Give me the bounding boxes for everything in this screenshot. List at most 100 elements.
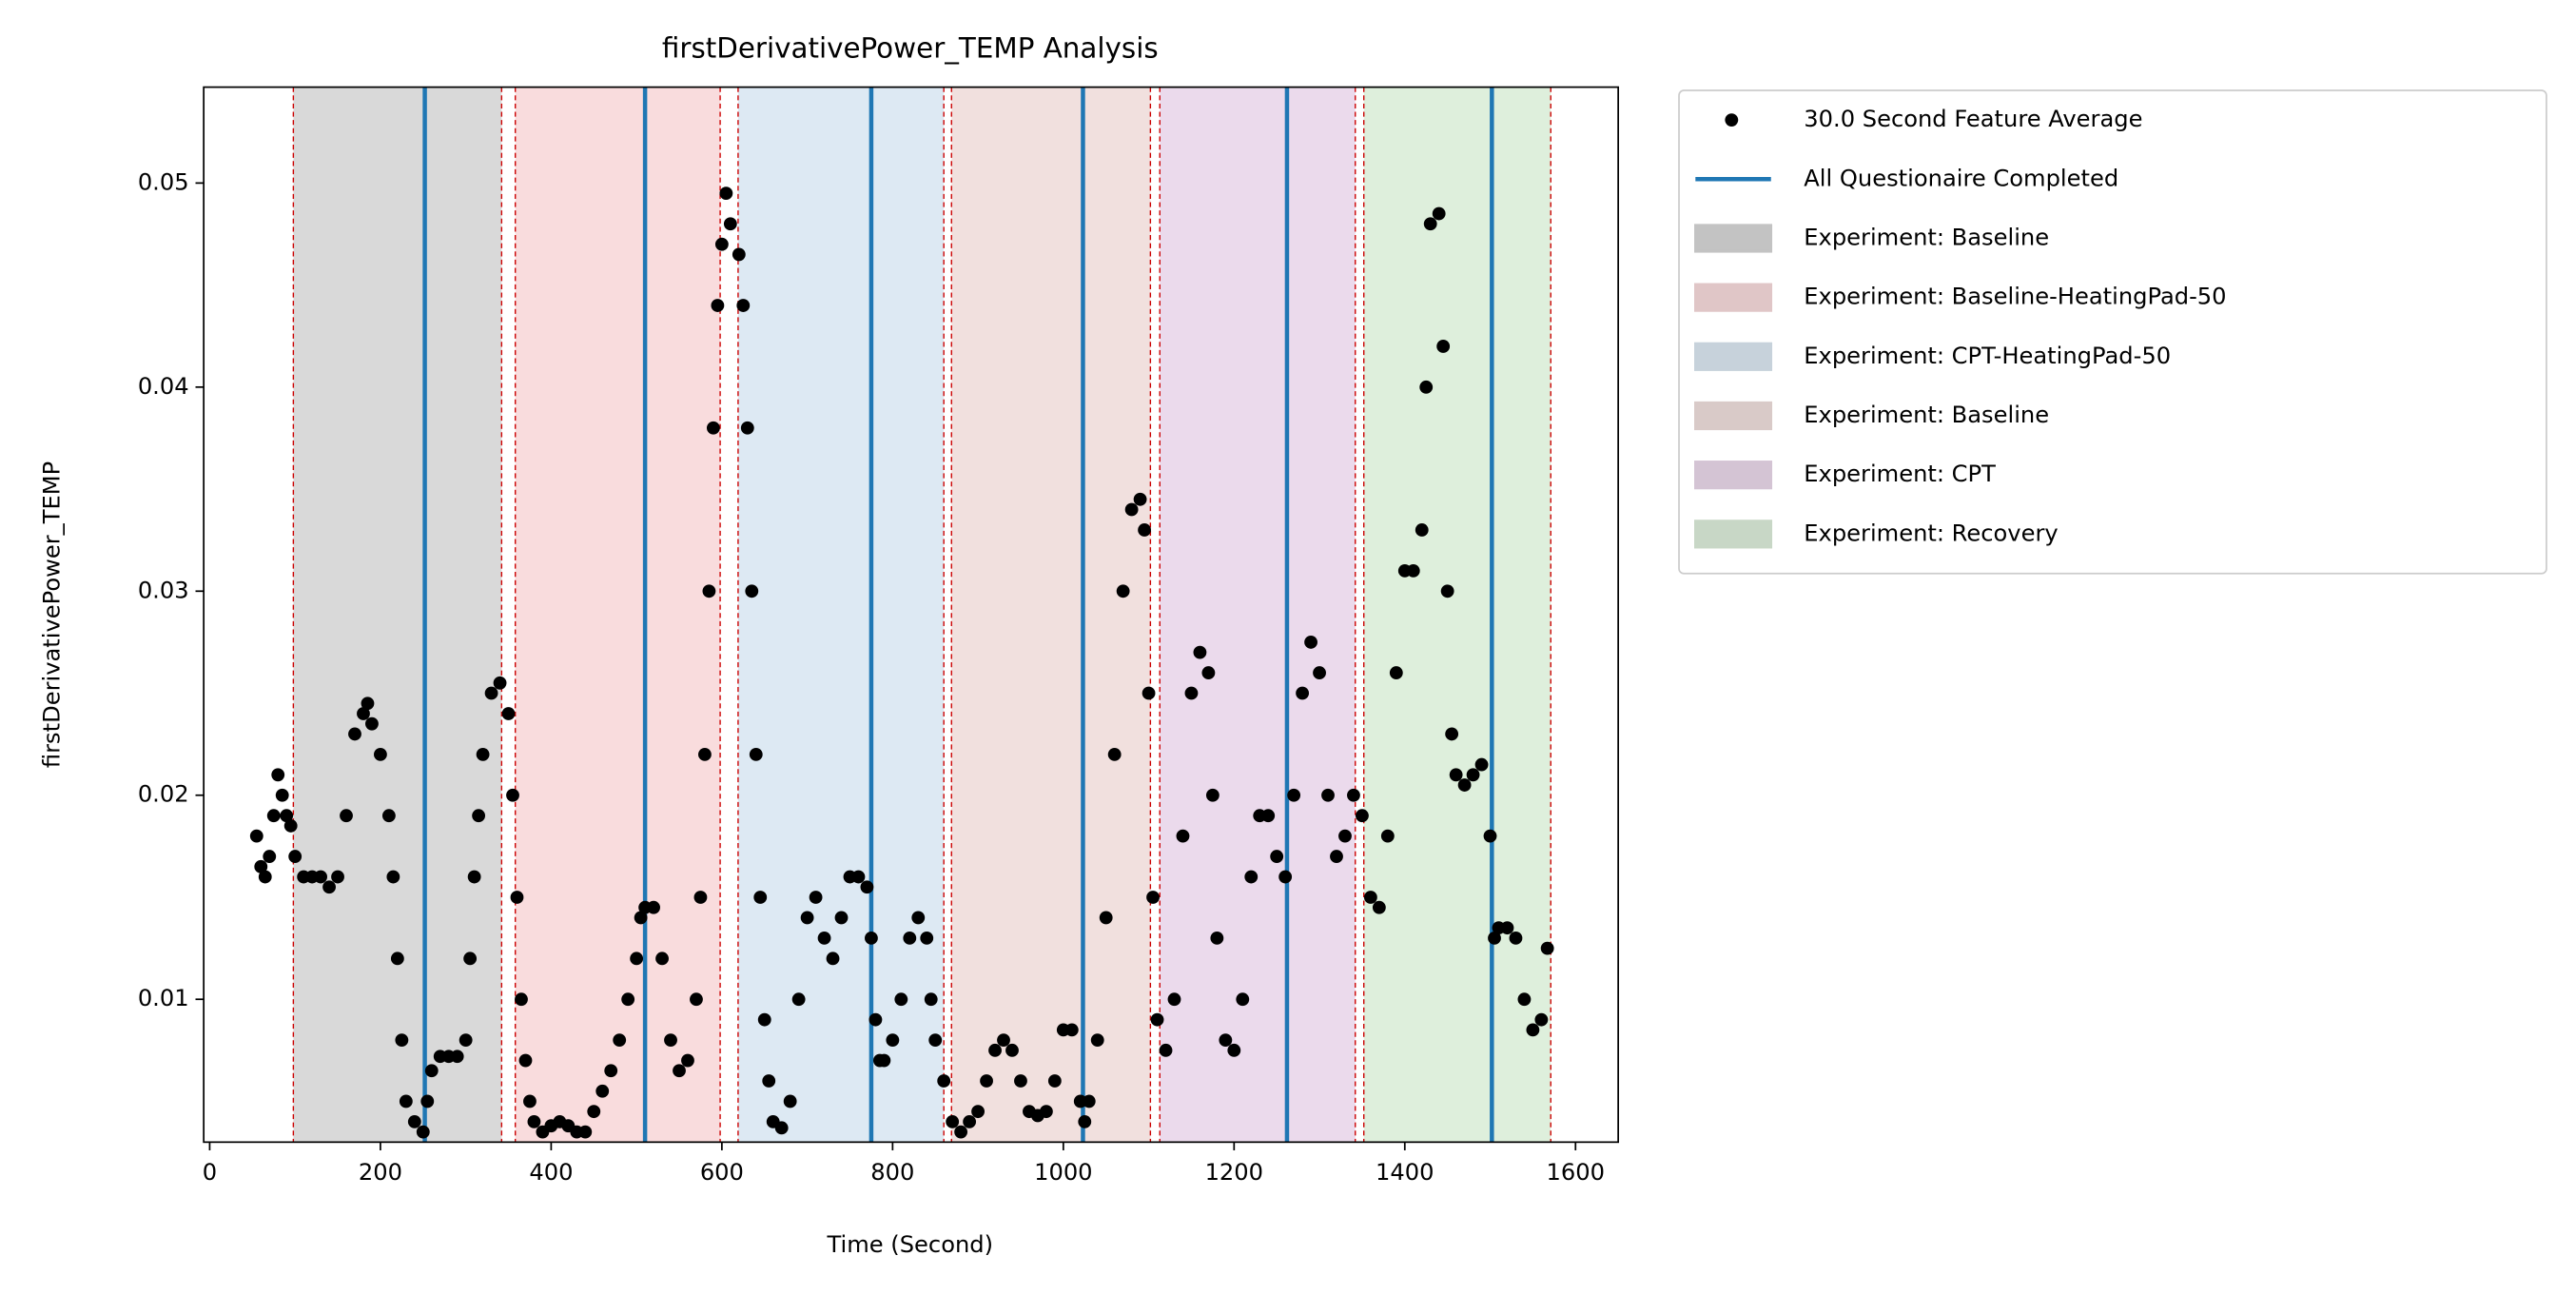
x-tick-label: 1000 [1034, 1159, 1092, 1186]
data-point [424, 1064, 439, 1078]
data-point [450, 1050, 464, 1064]
data-point [711, 299, 725, 312]
legend-label: Experiment: Baseline-HeatingPad-50 [1804, 284, 2226, 310]
data-point [365, 716, 379, 731]
data-point [1488, 931, 1501, 945]
chart-title: firstDerivativePower_TEMP Analysis [662, 31, 1159, 64]
data-point [390, 952, 404, 966]
data-point [1176, 829, 1190, 843]
data-point [1133, 492, 1147, 506]
data-point [1078, 1114, 1092, 1128]
region [737, 87, 945, 1143]
data-point [706, 421, 720, 435]
data-point [702, 584, 716, 598]
data-point [283, 819, 298, 833]
data-point [1201, 666, 1216, 679]
data-point [971, 1105, 985, 1119]
data-point [714, 237, 729, 251]
data-point [924, 992, 938, 1007]
data-point [510, 891, 524, 904]
data-point [1064, 1023, 1079, 1037]
data-point [459, 1033, 473, 1048]
data-point [1338, 829, 1352, 843]
data-point [634, 911, 648, 925]
data-point [774, 1121, 789, 1135]
data-point [613, 1033, 627, 1048]
legend-label: Experiment: Recovery [1804, 520, 2058, 546]
data-point [258, 870, 272, 884]
data-point [1150, 1012, 1164, 1027]
legend-marker [1694, 401, 1773, 431]
data-point [877, 1053, 891, 1068]
data-point [523, 1094, 537, 1109]
data-point [331, 870, 344, 884]
region [515, 87, 721, 1143]
data-point [1440, 584, 1454, 598]
data-point [1509, 931, 1523, 945]
data-point [1236, 992, 1250, 1007]
data-point [1449, 768, 1463, 782]
data-point [1014, 1074, 1027, 1088]
data-point [817, 931, 831, 945]
data-point [1116, 584, 1130, 598]
data-point [1419, 380, 1434, 394]
data-point [673, 1064, 686, 1078]
data-point [1466, 768, 1480, 782]
data-point [506, 788, 519, 802]
y-tick-label: 0.04 [138, 373, 189, 400]
plot-frame [203, 86, 1619, 1144]
data-point [1039, 1105, 1053, 1119]
data-point [621, 992, 635, 1007]
data-point [1330, 850, 1343, 864]
data-point [467, 870, 481, 884]
data-point [723, 217, 737, 231]
data-point [1540, 941, 1554, 955]
data-point [1082, 1094, 1096, 1109]
legend-label: Experiment: Baseline [1804, 224, 2049, 250]
data-point [595, 1084, 610, 1098]
data-point [894, 992, 908, 1007]
data-point [1287, 788, 1301, 802]
data-point [1124, 502, 1139, 517]
data-point [416, 1125, 430, 1139]
data-point [693, 891, 708, 904]
data-point [515, 992, 528, 1007]
data-point [1423, 217, 1437, 231]
data-point [1167, 992, 1181, 1007]
data-point [1534, 1012, 1549, 1027]
data-point [263, 850, 277, 864]
data-point [757, 1012, 771, 1027]
data-point [604, 1064, 618, 1078]
legend-label: All Questionaire Completed [1804, 165, 2118, 191]
data-point [1380, 829, 1395, 843]
data-point [1474, 757, 1489, 772]
data-point [1432, 206, 1446, 221]
data-point [719, 186, 733, 201]
y-tick-label: 0.02 [138, 781, 189, 808]
data-point [407, 1114, 421, 1128]
data-point [886, 1033, 900, 1048]
data-point [834, 911, 849, 925]
x-tick-label: 1400 [1376, 1159, 1434, 1186]
data-point [762, 1074, 776, 1088]
data-point [1500, 921, 1514, 935]
data-point [476, 747, 490, 761]
data-point [740, 421, 754, 435]
data-point [690, 992, 703, 1007]
data-point [518, 1053, 533, 1068]
data-point [1205, 788, 1220, 802]
y-tick-label: 0.03 [138, 577, 189, 603]
data-point [420, 1094, 435, 1109]
data-point [1146, 891, 1160, 904]
data-point [1406, 563, 1420, 578]
data-point [988, 1043, 1002, 1057]
data-point [851, 870, 866, 884]
data-point [587, 1105, 601, 1119]
x-tick-label: 200 [359, 1159, 402, 1186]
data-point [1356, 809, 1369, 823]
data-point [1517, 992, 1532, 1007]
x-tick-label: 0 [203, 1159, 217, 1186]
data-point [280, 809, 294, 823]
data-point [484, 686, 498, 700]
data-point [1363, 891, 1377, 904]
